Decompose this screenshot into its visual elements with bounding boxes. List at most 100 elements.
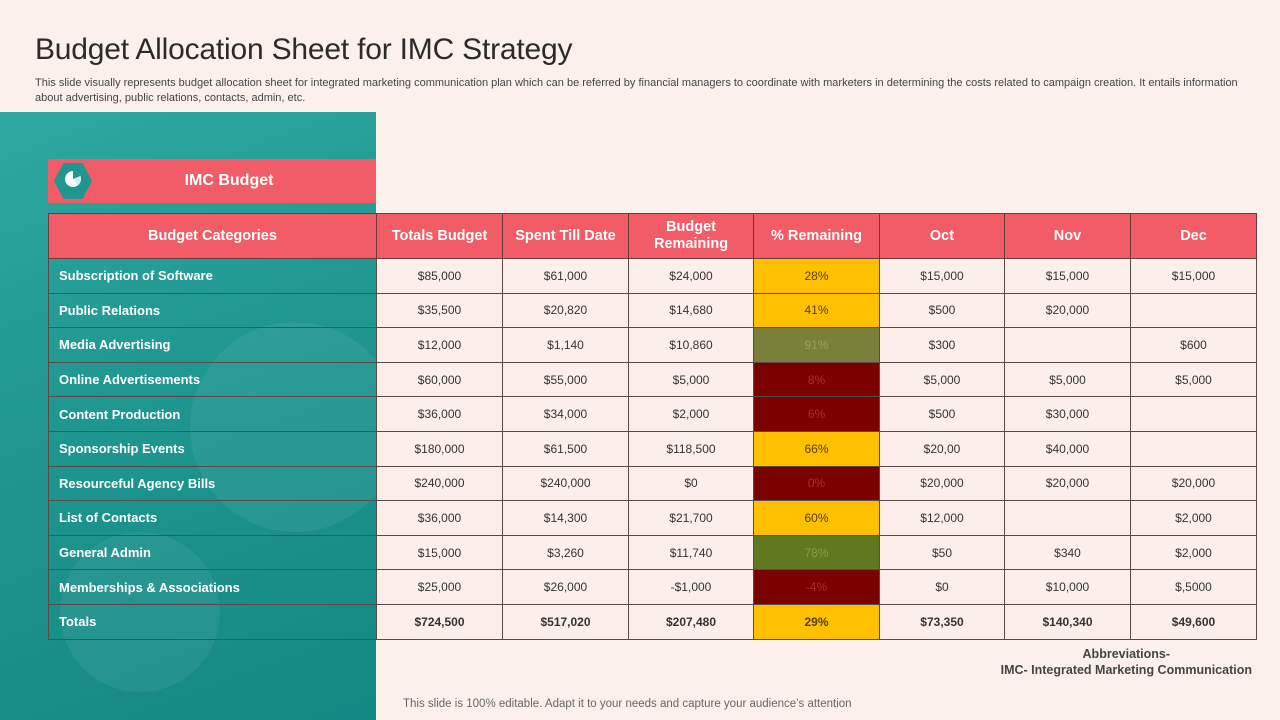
- pie-chart-icon: [64, 170, 82, 193]
- oct-cell: $5,000: [879, 361, 1005, 398]
- dec-cell: $49,600: [1130, 603, 1257, 640]
- nov-cell: $30,000: [1004, 396, 1131, 432]
- remaining-cell: $11,740: [628, 534, 754, 571]
- percent-remaining-cell: 29%: [753, 603, 880, 640]
- spent-cell: $20,820: [502, 292, 629, 329]
- category-cell: Media Advertising: [48, 327, 377, 363]
- total-budget-cell: $85,000: [376, 258, 503, 294]
- nov-cell: $15,000: [1004, 258, 1131, 294]
- nov-cell: $5,000: [1004, 361, 1131, 398]
- total-budget-cell: $12,000: [376, 327, 503, 363]
- percent-remaining-cell: 28%: [753, 258, 880, 294]
- category-cell: Online Advertisements: [48, 361, 377, 398]
- table-row: List of Contacts $36,000 $14,300 $21,700…: [48, 500, 1257, 536]
- remaining-cell: $118,500: [628, 430, 754, 467]
- oct-cell: $15,000: [879, 258, 1005, 294]
- table-row: Online Advertisements $60,000 $55,000 $5…: [48, 361, 1257, 398]
- table-row: Subscription of Software $85,000 $61,000…: [48, 258, 1257, 294]
- dec-cell: $15,000: [1130, 258, 1257, 294]
- abbreviations-text: IMC- Integrated Marketing Communication: [1000, 663, 1252, 677]
- nov-cell: [1004, 327, 1131, 363]
- budget-table: Budget Categories Totals Budget Spent Ti…: [48, 213, 1257, 640]
- total-budget-cell: $36,000: [376, 500, 503, 536]
- total-budget-cell: $15,000: [376, 534, 503, 571]
- footer-note: This slide is 100% editable. Adapt it to…: [403, 698, 852, 710]
- category-cell: General Admin: [48, 534, 377, 571]
- total-budget-cell: $180,000: [376, 430, 503, 467]
- table-header-row: Budget Categories Totals Budget Spent Ti…: [48, 213, 1257, 259]
- dec-cell: $2,000: [1130, 534, 1257, 571]
- header-oct: Oct: [879, 213, 1005, 259]
- percent-remaining-cell: 60%: [753, 500, 880, 536]
- nov-cell: $140,340: [1004, 603, 1131, 640]
- spent-cell: $240,000: [502, 465, 629, 502]
- nov-cell: [1004, 500, 1131, 536]
- percent-remaining-cell: 6%: [753, 396, 880, 432]
- table-row: Media Advertising $12,000 $1,140 $10,860…: [48, 327, 1257, 363]
- dec-cell: $,5000: [1130, 569, 1257, 605]
- oct-cell: $20,00: [879, 430, 1005, 467]
- total-budget-cell: $240,000: [376, 465, 503, 502]
- nov-cell: $20,000: [1004, 292, 1131, 329]
- dec-cell: [1130, 430, 1257, 467]
- remaining-cell: $14,680: [628, 292, 754, 329]
- table-row: Resourceful Agency Bills $240,000 $240,0…: [48, 465, 1257, 502]
- spent-cell: $1,140: [502, 327, 629, 363]
- abbreviations-note: Abbreviations- IMC- Integrated Marketing…: [1001, 646, 1252, 678]
- remaining-cell: $2,000: [628, 396, 754, 432]
- percent-remaining-cell: 91%: [753, 327, 880, 363]
- header-budget-categories: Budget Categories: [48, 213, 377, 259]
- oct-cell: $300: [879, 327, 1005, 363]
- header-dec: Dec: [1130, 213, 1257, 259]
- spent-cell: $61,500: [502, 430, 629, 467]
- oct-cell: $20,000: [879, 465, 1005, 502]
- nov-cell: $10,000: [1004, 569, 1131, 605]
- dec-cell: $20,000: [1130, 465, 1257, 502]
- remaining-cell: $0: [628, 465, 754, 502]
- percent-remaining-cell: -4%: [753, 569, 880, 605]
- total-budget-cell: $60,000: [376, 361, 503, 398]
- percent-remaining-cell: 78%: [753, 534, 880, 571]
- remaining-cell: $207,480: [628, 603, 754, 640]
- oct-cell: $50: [879, 534, 1005, 571]
- percent-remaining-cell: 41%: [753, 292, 880, 329]
- abbreviations-heading: Abbreviations-: [1082, 647, 1171, 661]
- spent-cell: $517,020: [502, 603, 629, 640]
- spent-cell: $61,000: [502, 258, 629, 294]
- page-title: Budget Allocation Sheet for IMC Strategy: [35, 33, 573, 66]
- oct-cell: $500: [879, 396, 1005, 432]
- category-cell: Resourceful Agency Bills: [48, 465, 377, 502]
- header-percent-remaining: % Remaining: [753, 213, 880, 259]
- table-row: Sponsorship Events $180,000 $61,500 $118…: [48, 430, 1257, 467]
- category-cell: Memberships & Associations: [48, 569, 377, 605]
- oct-cell: $500: [879, 292, 1005, 329]
- total-budget-cell: $25,000: [376, 569, 503, 605]
- header-budget-remaining: Budget Remaining: [628, 213, 754, 259]
- total-budget-cell: $724,500: [376, 603, 503, 640]
- remaining-cell: $10,860: [628, 327, 754, 363]
- table-row: Memberships & Associations $25,000 $26,0…: [48, 569, 1257, 605]
- nov-cell: $20,000: [1004, 465, 1131, 502]
- category-cell: List of Contacts: [48, 500, 377, 536]
- remaining-cell: -$1,000: [628, 569, 754, 605]
- remaining-cell: $21,700: [628, 500, 754, 536]
- percent-remaining-cell: 0%: [753, 465, 880, 502]
- dec-cell: $5,000: [1130, 361, 1257, 398]
- page-subtitle: This slide visually represents budget al…: [35, 77, 1238, 104]
- nov-cell: $340: [1004, 534, 1131, 571]
- percent-remaining-cell: 66%: [753, 430, 880, 467]
- totals-row: Totals $724,500 $517,020 $207,480 29% $7…: [48, 603, 1257, 640]
- header-totals-budget: Totals Budget: [376, 213, 503, 259]
- total-budget-cell: $35,500: [376, 292, 503, 329]
- spent-cell: $14,300: [502, 500, 629, 536]
- category-cell: Totals: [48, 603, 377, 640]
- header-spent-till-date: Spent Till Date: [502, 213, 629, 259]
- oct-cell: $73,350: [879, 603, 1005, 640]
- table-row: Content Production $36,000 $34,000 $2,00…: [48, 396, 1257, 432]
- oct-cell: $12,000: [879, 500, 1005, 536]
- remaining-cell: $5,000: [628, 361, 754, 398]
- spent-cell: $55,000: [502, 361, 629, 398]
- table-row: General Admin $15,000 $3,260 $11,740 78%…: [48, 534, 1257, 571]
- spent-cell: $3,260: [502, 534, 629, 571]
- nov-cell: $40,000: [1004, 430, 1131, 467]
